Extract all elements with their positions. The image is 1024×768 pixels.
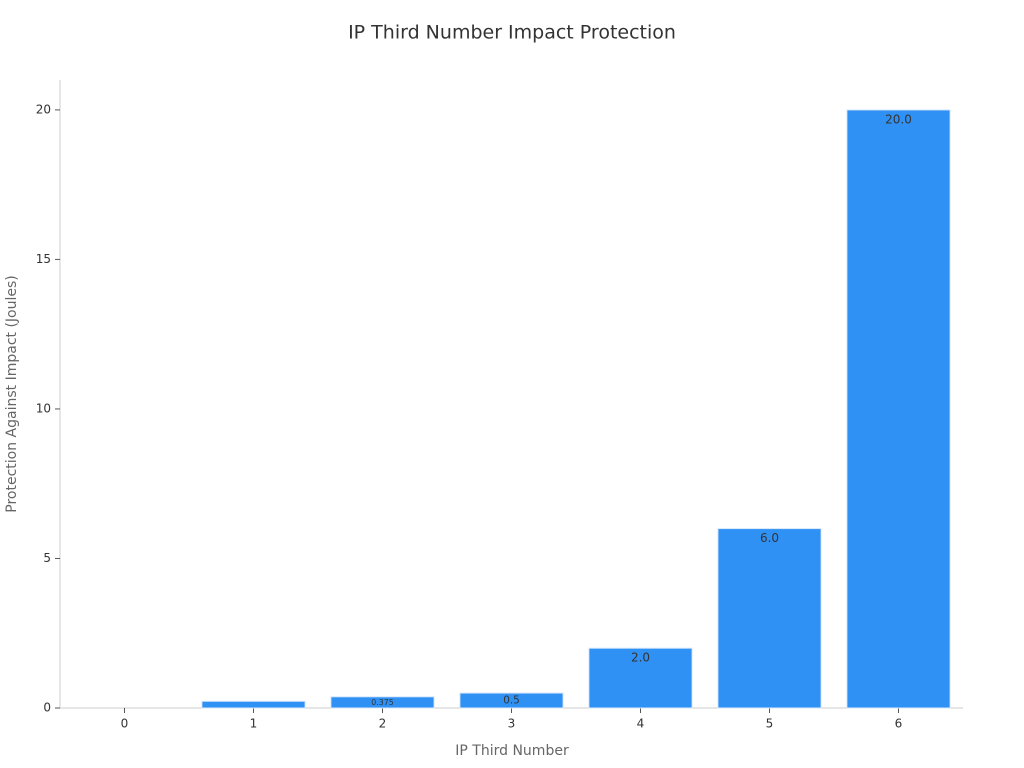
y-tick-label: 15 <box>36 252 51 266</box>
y-tick-label: 5 <box>43 551 51 565</box>
y-axis-label: Protection Against Impact (Joules) <box>4 275 20 512</box>
bar <box>717 528 822 709</box>
y-tick-label: 10 <box>36 401 51 415</box>
bar <box>459 692 564 709</box>
x-tick-label: 4 <box>637 717 645 731</box>
x-tick-label: 2 <box>379 717 387 731</box>
data-label: 0.5 <box>503 695 520 707</box>
bar <box>588 647 693 709</box>
x-tick-label: 1 <box>250 717 258 731</box>
bar <box>201 700 306 709</box>
x-tick-label: 5 <box>766 717 774 731</box>
bar <box>846 109 951 709</box>
x-tick-label: 0 <box>121 717 129 731</box>
data-label: 20.0 <box>885 112 912 126</box>
y-tick-label: 0 <box>43 701 51 715</box>
x-tick-label: 3 <box>508 717 516 731</box>
x-axis-label: IP Third Number <box>455 743 569 759</box>
y-tick-label: 20 <box>36 102 51 116</box>
chart-title: IP Third Number Impact Protection <box>348 22 676 44</box>
data-label: 6.0 <box>760 531 779 545</box>
bar <box>330 696 435 709</box>
x-tick-label: 6 <box>895 717 903 731</box>
data-label: 2.0 <box>631 651 650 665</box>
data-label: 0.375 <box>371 698 393 707</box>
